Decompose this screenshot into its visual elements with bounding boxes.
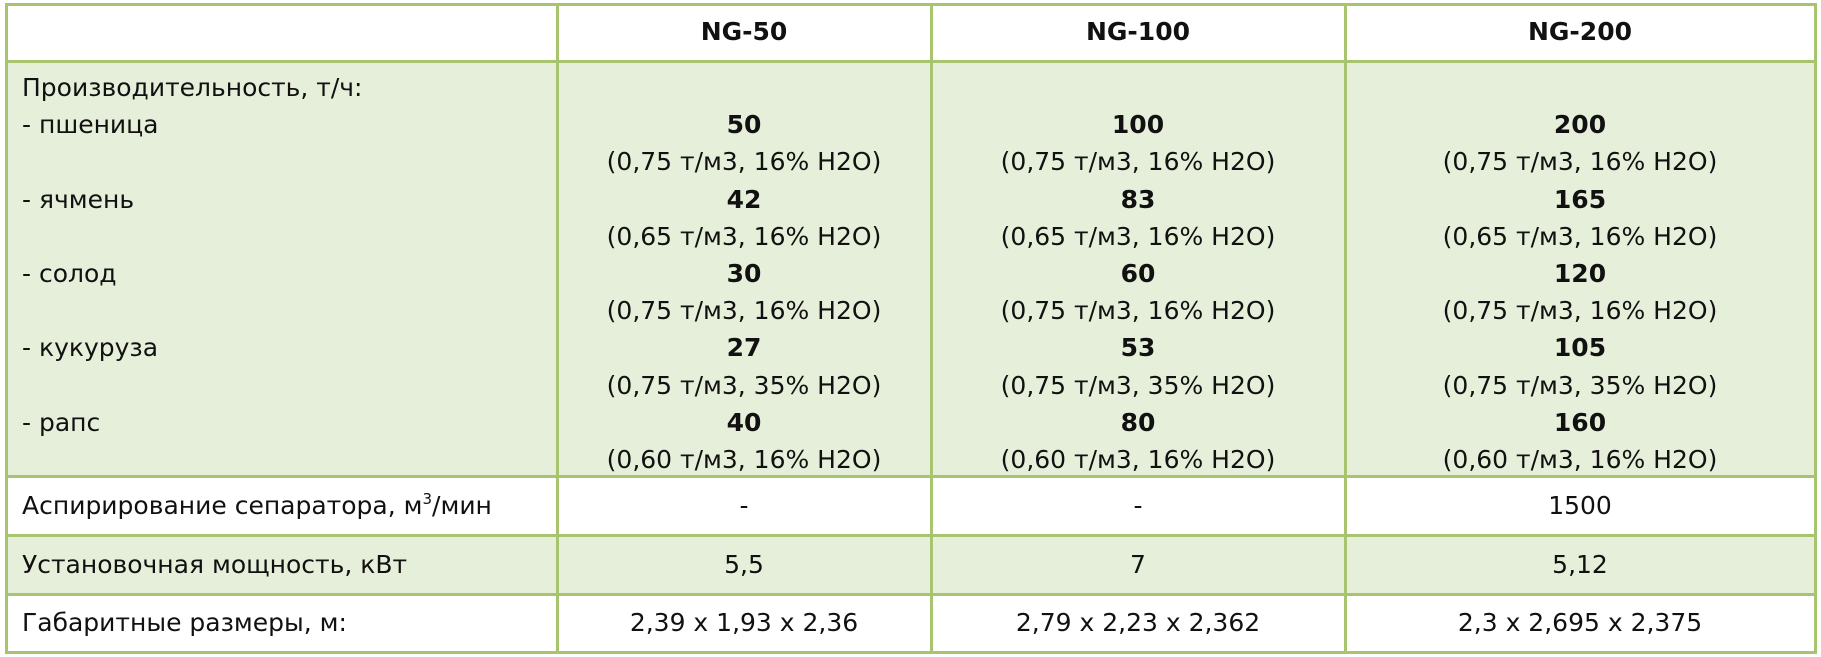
item-value: 105 <box>1553 333 1607 363</box>
item-value: 80 <box>1120 407 1156 437</box>
item-value: 120 <box>1553 259 1607 288</box>
label-text: Габаритные размеры, м: <box>22 608 347 637</box>
item-value: 60 <box>1120 259 1156 288</box>
row-label: Габаритные размеры, м: <box>22 605 347 641</box>
row-border <box>5 60 1817 63</box>
item-value: 100 <box>1111 110 1165 140</box>
item-value: 165 <box>1553 184 1607 214</box>
label-text: Установочная мощность, кВт <box>22 549 408 579</box>
column-header: NG-100 <box>1085 17 1191 46</box>
item-value: 160 <box>1553 407 1607 437</box>
column-border <box>5 3 8 654</box>
column-border <box>1814 3 1817 654</box>
item-name: - ячмень <box>22 184 135 214</box>
item-note: (0,65 т/м3, 16% H2O) <box>606 221 882 251</box>
item-note: (0,65 т/м3, 16% H2O) <box>1442 221 1718 251</box>
item-name: - солод <box>22 259 117 288</box>
label-text: /мин <box>432 490 492 520</box>
item-value: 30 <box>726 259 762 288</box>
item-note: (0,60 т/м3, 16% H2O) <box>1000 445 1276 474</box>
item-note: (0,75 т/м3, 35% H2O) <box>1442 370 1718 400</box>
item-value: 83 <box>1120 184 1156 214</box>
item-note: (0,75 т/м3, 16% H2O) <box>1000 147 1276 177</box>
row-border <box>5 3 1817 6</box>
row-bg <box>6 535 1815 594</box>
item-note: (0,75 т/м3, 35% H2O) <box>606 370 882 400</box>
item-note: (0,75 т/м3, 35% H2O) <box>1000 370 1276 400</box>
row-border <box>5 651 1817 654</box>
cell-value: 1500 <box>1548 490 1612 520</box>
item-value: 40 <box>726 407 762 437</box>
item-name: - пшеница <box>22 110 159 140</box>
item-value: 42 <box>726 184 762 214</box>
column-border <box>556 3 559 654</box>
row-label: Аспирирование сепаратора, м3/мин <box>22 488 492 524</box>
superscript: 3 <box>422 489 433 508</box>
cell-value: - <box>739 490 749 520</box>
column-header: NG-50 <box>700 17 788 46</box>
item-value: 53 <box>1120 333 1156 363</box>
item-note: (0,75 т/м3, 16% H2O) <box>606 147 882 177</box>
item-note: (0,75 т/м3, 16% H2O) <box>1000 296 1276 326</box>
item-note: (0,60 т/м3, 16% H2O) <box>1442 445 1718 474</box>
cell-value: 5,5 <box>724 549 764 579</box>
row-border <box>5 534 1817 537</box>
cell-value: 7 <box>1130 549 1146 579</box>
cell-value: 5,12 <box>1552 549 1608 579</box>
cell-value: 2,3 x 2,695 x 2,375 <box>1457 608 1703 637</box>
cell-value: - <box>1133 490 1143 520</box>
cell-value: 2,79 x 2,23 x 2,362 <box>1015 608 1261 637</box>
item-note: (0,75 т/м3, 16% H2O) <box>1442 296 1718 326</box>
row-border <box>5 593 1817 596</box>
row-label: Производительность, т/ч: <box>22 73 363 102</box>
item-value: 27 <box>726 333 762 363</box>
cell-value: 2,39 x 1,93 x 2,36 <box>629 608 859 637</box>
column-border <box>930 3 933 654</box>
item-note: (0,75 т/м3, 16% H2O) <box>1442 147 1718 177</box>
item-note: (0,60 т/м3, 16% H2O) <box>606 445 882 474</box>
item-value: 50 <box>726 110 762 140</box>
row-border <box>5 475 1817 478</box>
item-note: (0,65 т/м3, 16% H2O) <box>1000 221 1276 251</box>
item-value: 200 <box>1553 110 1607 140</box>
column-border <box>1344 3 1347 654</box>
row-label: Установочная мощность, кВт <box>22 547 407 583</box>
label-text: Аспирирование сепаратора, м <box>22 490 423 520</box>
column-header: NG-200 <box>1527 17 1633 46</box>
item-name: - кукуруза <box>22 333 159 363</box>
item-name: - рапс <box>22 407 101 437</box>
item-note: (0,75 т/м3, 16% H2O) <box>606 296 882 326</box>
row-bg <box>6 61 1815 476</box>
